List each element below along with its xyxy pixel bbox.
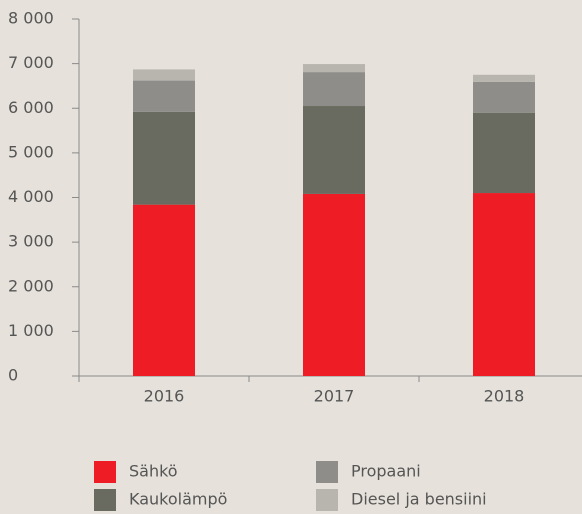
legend-swatch [94, 461, 116, 483]
legend-label: Diesel ja bensiini [351, 490, 487, 509]
y-tick-label: 5 000 [8, 142, 54, 161]
legend-label: Sähkö [129, 462, 178, 481]
y-tick-label: 7 000 [8, 53, 54, 72]
bar-segment [473, 81, 535, 113]
legend-label: Kaukolämpö [129, 490, 227, 509]
legend-label: Propaani [351, 462, 421, 481]
bar-segment [133, 204, 195, 376]
y-tick-label: 2 000 [8, 276, 54, 295]
x-tick-label: 2018 [484, 387, 525, 406]
bar-segment [473, 112, 535, 194]
legend-swatch [316, 461, 338, 483]
bar-segment [133, 111, 195, 205]
y-tick-label: 0 [8, 366, 18, 385]
bar-segment [303, 72, 365, 107]
bar-segment [303, 106, 365, 194]
x-tick-label: 2017 [314, 387, 355, 406]
bar-segment [473, 74, 535, 82]
y-tick-label: 1 000 [8, 321, 54, 340]
legend-swatch [316, 489, 338, 511]
bar-segment [303, 64, 365, 73]
x-tick-label: 2016 [144, 387, 185, 406]
y-tick-label: 8 000 [8, 9, 54, 28]
bar-segment [133, 80, 195, 112]
y-tick-label: 6 000 [8, 98, 54, 117]
bar-segment [473, 193, 535, 376]
y-tick-label: 3 000 [8, 232, 54, 251]
bar-segment [303, 193, 365, 376]
bar-segment [133, 69, 195, 81]
legend-swatch [94, 489, 116, 511]
y-tick-label: 4 000 [8, 187, 54, 206]
